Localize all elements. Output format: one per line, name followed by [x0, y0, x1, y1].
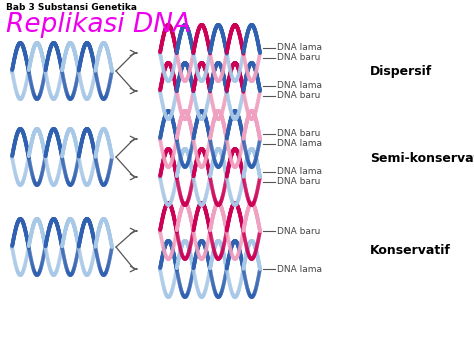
Text: DNA baru: DNA baru	[277, 226, 320, 235]
Text: DNA baru: DNA baru	[277, 54, 320, 62]
Text: DNA baru: DNA baru	[277, 178, 320, 186]
Text: DNA baru: DNA baru	[277, 92, 320, 100]
Text: DNA lama: DNA lama	[277, 82, 322, 91]
Text: Replikasi DNA: Replikasi DNA	[6, 12, 191, 38]
Text: DNA lama: DNA lama	[277, 140, 322, 148]
Text: Konservatif: Konservatif	[370, 244, 451, 257]
Text: DNA lama: DNA lama	[277, 168, 322, 176]
Text: DNA lama: DNA lama	[277, 44, 322, 53]
Text: Dispersif: Dispersif	[370, 66, 432, 78]
Text: Semi-konservatif: Semi-konservatif	[370, 152, 474, 164]
Text: DNA lama: DNA lama	[277, 264, 322, 273]
Text: Bab 3 Substansi Genetika: Bab 3 Substansi Genetika	[6, 3, 137, 12]
Text: DNA baru: DNA baru	[277, 130, 320, 138]
